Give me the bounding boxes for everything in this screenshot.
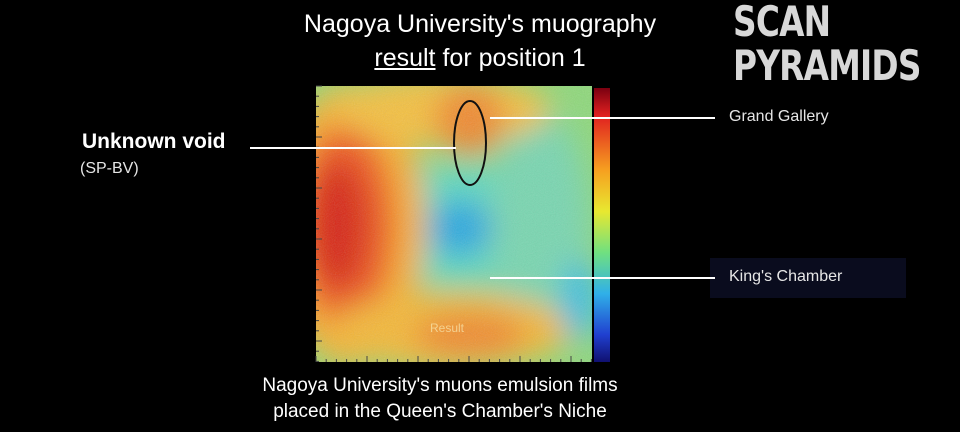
logo-line: SCAN: [733, 0, 831, 46]
logo-line: PYRAMIDS: [733, 41, 921, 90]
heatmap: [316, 86, 592, 362]
title-rest: for position 1: [442, 44, 586, 72]
color-bar: [594, 88, 610, 362]
title-line: result for position 1: [0, 44, 960, 73]
annotation-label: Unknown void: [82, 130, 226, 153]
annotation-label: Grand Gallery: [729, 108, 829, 125]
heatmap-ticks: [315, 85, 592, 362]
title-underlined: result: [374, 44, 436, 72]
annotation-label: King's Chamber: [729, 268, 843, 285]
caption-line: placed in the Queen's Chamber's Niche: [273, 401, 607, 422]
annotation-sublabel: (SP-BV): [80, 160, 139, 177]
label-box: [710, 258, 906, 298]
title-line: Nagoya University's muography: [303, 10, 657, 38]
image-watermark: Result: [430, 321, 465, 335]
caption-line: Nagoya University's muons emulsion films: [262, 375, 618, 396]
grand-gallery-outline: [453, 100, 487, 186]
